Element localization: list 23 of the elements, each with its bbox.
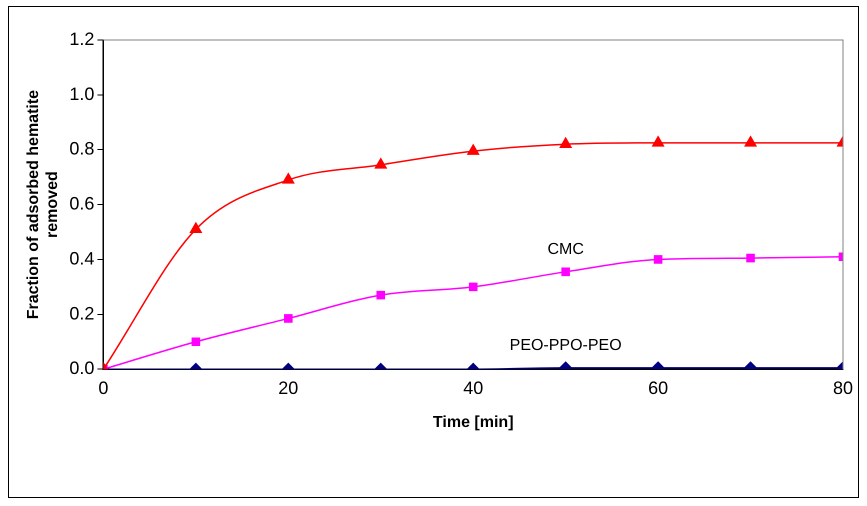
point	[560, 137, 572, 148]
x-axis-title: Time [min]	[432, 414, 514, 431]
y-tick-label: 0.0	[69, 358, 94, 378]
point	[282, 173, 294, 184]
x-tick-label: 60	[648, 378, 668, 398]
x-tick-label: 40	[463, 378, 484, 398]
x-tick-label: 80	[832, 378, 854, 398]
y-tick-label: 1.0	[69, 84, 94, 104]
y-tick-label: 0.6	[69, 194, 94, 214]
x-tick-label: 0	[98, 378, 108, 398]
y-tick-label: 0.4	[69, 248, 94, 268]
y-tick-label: 0.2	[69, 303, 94, 324]
point	[744, 136, 756, 147]
y-tick-label: 0.8	[69, 138, 94, 159]
y-axis-title: Fraction of adsorbed hematite removed	[25, 90, 62, 320]
series-label: PEO-PPO-PEO	[510, 337, 622, 354]
series-label: CMC	[547, 241, 584, 258]
x-tick-label: 20	[278, 378, 298, 398]
point	[190, 222, 202, 234]
point	[467, 144, 480, 155]
point	[652, 136, 664, 147]
y-tick-label: 1.2	[69, 28, 94, 49]
point	[374, 158, 387, 169]
